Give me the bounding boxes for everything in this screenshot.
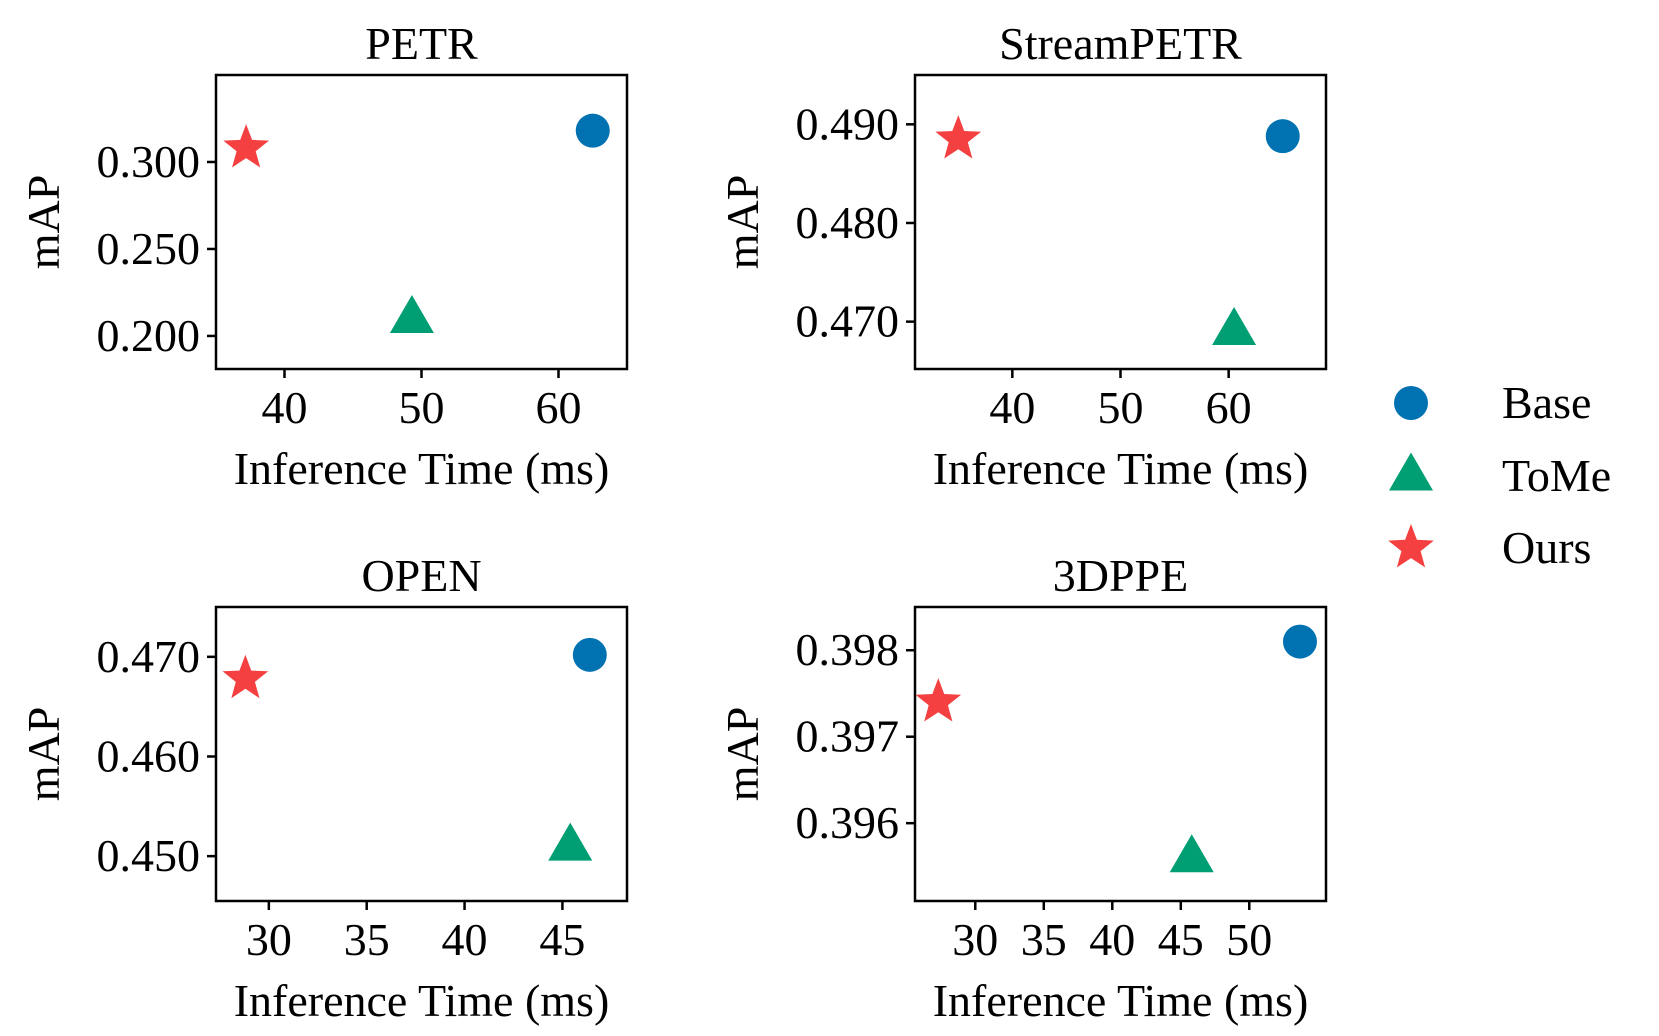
- y-axis-label: mAP: [18, 175, 69, 270]
- subplot-title: PETR: [365, 18, 478, 69]
- data-point-ours: [222, 654, 269, 699]
- data-point-base: [1265, 119, 1300, 154]
- x-tick-label: 35: [344, 914, 390, 965]
- subplot-3dppe: 3DPPE 30 35 40 45 50 0.396 0.397 0.398 Inference …: [717, 550, 1328, 1026]
- x-axis-label: Inference Time (ms): [933, 975, 1309, 1026]
- subplot-title: 3DPPE: [1053, 550, 1188, 601]
- data-point-ours: [223, 124, 269, 168]
- legend-marker-tome: [1389, 452, 1433, 491]
- x-axis-label: Inference Time (ms): [234, 443, 610, 494]
- y-tick-label: 0.398: [796, 624, 900, 675]
- data-point-tome: [389, 294, 434, 333]
- y-tick-label: 0.490: [796, 98, 900, 149]
- subplot-title: OPEN: [361, 550, 481, 601]
- x-tick-label: 60: [536, 382, 582, 433]
- x-tick-label: 40: [442, 914, 488, 965]
- axes-frame: [214, 605, 629, 903]
- y-tick-label: 0.460: [97, 730, 201, 781]
- y-tick-label: 0.396: [796, 797, 900, 848]
- data-point-tome: [1169, 834, 1214, 873]
- data-point-tome: [1212, 306, 1257, 345]
- y-axis-label: mAP: [717, 175, 768, 270]
- legend-marker-ours: [1388, 524, 1434, 568]
- x-tick-label: 30: [246, 914, 292, 965]
- x-tick-label: 50: [1098, 382, 1144, 433]
- legend-marker-base: [1394, 386, 1428, 420]
- subplot-streampetr: StreamPETR 40 50 60 0.470 0.480 0.490 Inference…: [717, 18, 1328, 494]
- y-tick-label: 0.300: [97, 136, 201, 187]
- x-tick-label: 50: [1226, 914, 1272, 965]
- x-tick-label: 45: [539, 914, 585, 965]
- legend-label: Base: [1502, 377, 1591, 428]
- axes-frame: [913, 605, 1328, 903]
- x-axis-label: Inference Time (ms): [234, 975, 610, 1026]
- x-tick-label: 45: [1158, 914, 1204, 965]
- y-tick-label: 0.480: [796, 197, 900, 248]
- data-point-base: [1282, 624, 1317, 659]
- data-point-ours: [915, 678, 962, 722]
- data-point-base: [575, 113, 610, 148]
- axes-frame: [913, 73, 1328, 371]
- legend: Base ToMe Ours: [1388, 377, 1611, 573]
- x-tick-label: 35: [1021, 914, 1067, 965]
- x-tick-label: 50: [399, 382, 445, 433]
- x-tick-label: 40: [989, 382, 1035, 433]
- subplot-open: OPEN 30 35 40 45 0.450 0.460 0.470 Inference Tim…: [18, 550, 629, 1026]
- y-tick-label: 0.250: [97, 223, 201, 274]
- data-point-ours: [935, 115, 982, 159]
- x-tick-label: 40: [262, 382, 308, 433]
- y-axis-label: mAP: [18, 707, 69, 802]
- legend-label: Ours: [1502, 522, 1591, 573]
- y-tick-label: 0.450: [97, 830, 201, 881]
- x-tick-label: 30: [952, 914, 998, 965]
- data-point-tome: [548, 822, 593, 861]
- legend-label: ToMe: [1502, 450, 1611, 501]
- data-point-base: [572, 637, 607, 672]
- x-axis-label: Inference Time (ms): [933, 443, 1309, 494]
- x-tick-label: 40: [1089, 914, 1135, 965]
- subplot-petr: PETR 40 50 60 0.200 0.250 0.300 Inference Time …: [18, 18, 629, 494]
- y-tick-label: 0.470: [796, 296, 900, 347]
- x-tick-label: 60: [1206, 382, 1252, 433]
- subplot-title: StreamPETR: [999, 18, 1242, 69]
- y-axis-label: mAP: [717, 707, 768, 802]
- y-tick-label: 0.470: [97, 631, 201, 682]
- y-tick-label: 0.200: [97, 310, 201, 361]
- y-tick-label: 0.397: [796, 711, 900, 762]
